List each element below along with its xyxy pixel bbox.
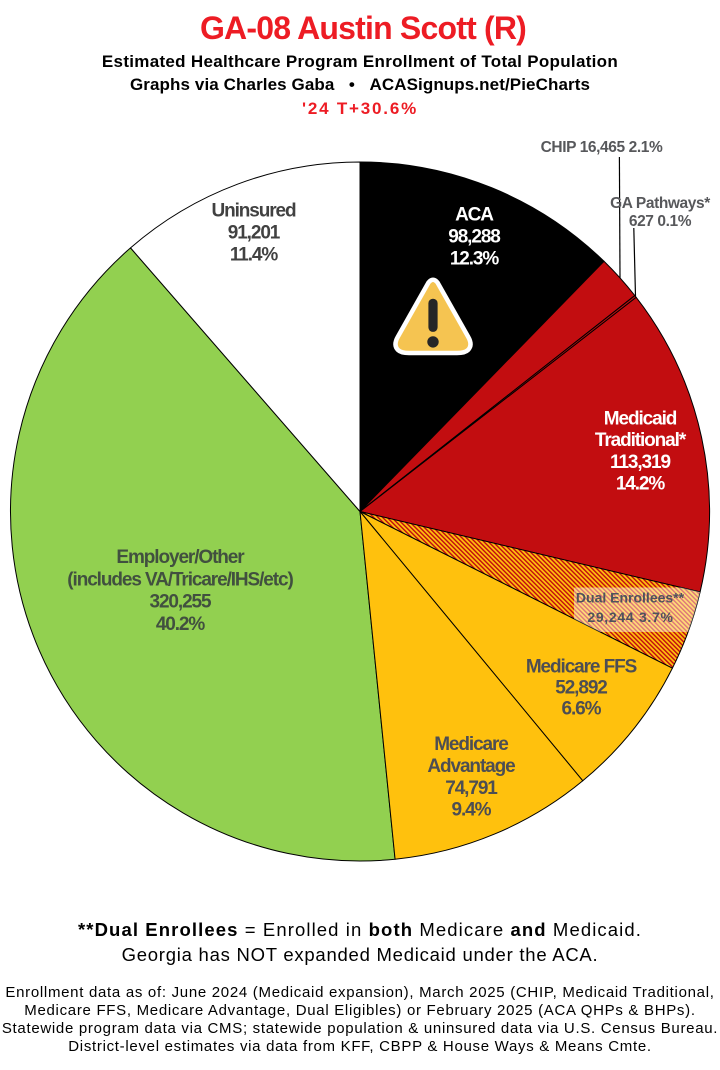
svg-text:11.4%: 11.4% bbox=[230, 245, 279, 266]
svg-text:Uninsured: Uninsured bbox=[211, 201, 296, 222]
svg-text:91,201: 91,201 bbox=[228, 223, 281, 244]
svg-text:40.2%: 40.2% bbox=[156, 614, 206, 635]
svg-text:14.2%: 14.2% bbox=[616, 474, 666, 495]
svg-text:98,288: 98,288 bbox=[448, 227, 500, 248]
svg-text:Advantage: Advantage bbox=[427, 756, 515, 777]
svg-text:Dual Enrollees**: Dual Enrollees** bbox=[576, 589, 685, 605]
svg-text:Traditional*: Traditional* bbox=[595, 430, 687, 451]
svg-text:74,791: 74,791 bbox=[445, 778, 498, 799]
svg-text:9.4%: 9.4% bbox=[452, 800, 492, 821]
svg-text:ACA: ACA bbox=[455, 205, 494, 226]
svg-text:29,244 3.7%: 29,244 3.7% bbox=[587, 609, 673, 625]
svg-text:Medicare FFS: Medicare FFS bbox=[526, 657, 637, 678]
svg-text:(includes VA/Tricare/IHS/etc): (includes VA/Tricare/IHS/etc) bbox=[67, 569, 293, 590]
svg-text:CHIP 16,465 2.1%: CHIP 16,465 2.1% bbox=[541, 139, 663, 156]
svg-text:6.6%: 6.6% bbox=[562, 699, 602, 720]
svg-text:Medicaid: Medicaid bbox=[604, 409, 677, 430]
svg-text:Employer/Other: Employer/Other bbox=[116, 547, 245, 568]
svg-text:320,255: 320,255 bbox=[150, 592, 213, 613]
svg-text:627 0.1%: 627 0.1% bbox=[629, 213, 692, 230]
svg-text:12.3%: 12.3% bbox=[450, 249, 500, 270]
svg-text:GA Pathways*: GA Pathways* bbox=[610, 195, 711, 212]
svg-text:Medicare: Medicare bbox=[434, 734, 508, 755]
svg-text:52,892: 52,892 bbox=[555, 678, 607, 699]
svg-text:113,319: 113,319 bbox=[610, 452, 670, 473]
